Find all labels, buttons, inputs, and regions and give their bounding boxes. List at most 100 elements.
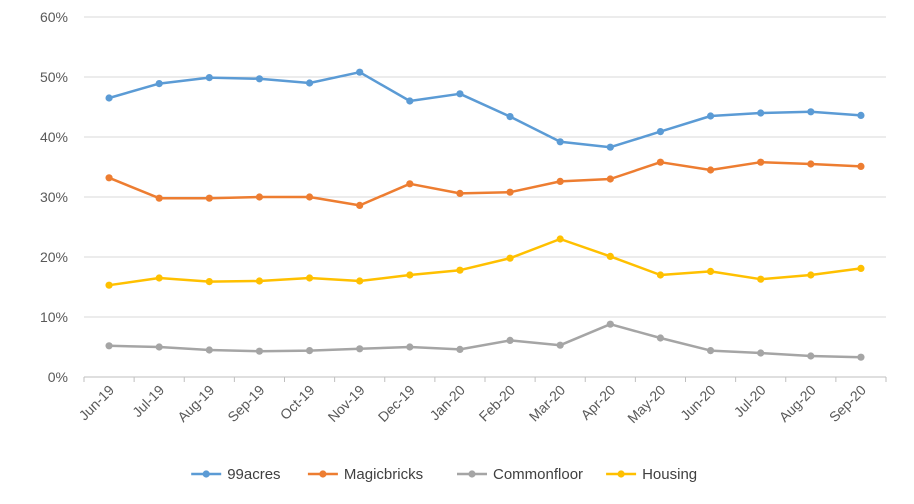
- legend: 99acres Magicbricks Commonfloor Housing: [191, 466, 697, 483]
- data-point: [807, 352, 815, 360]
- data-point: [556, 341, 564, 349]
- x-tick-label: Jun-19: [76, 382, 118, 424]
- data-point: [105, 281, 113, 289]
- y-tick-label: 0%: [48, 369, 68, 385]
- series-line: [108, 160, 861, 207]
- data-point: [305, 79, 314, 87]
- y-axis: 0% 10% 20% 30% 40% 50% 60%: [40, 9, 68, 385]
- data-point: [305, 193, 314, 201]
- data-point: [506, 254, 514, 262]
- data-point: [556, 138, 564, 146]
- x-tick-label: Aug-20: [776, 382, 819, 425]
- data-point: [305, 347, 314, 355]
- x-tick-label: Jul-20: [731, 382, 769, 420]
- legend-marker: [202, 470, 210, 478]
- legend-marker: [617, 470, 625, 478]
- x-tick-label: Sep-19: [224, 382, 267, 425]
- data-point: [205, 346, 213, 354]
- series-line: [109, 322, 861, 359]
- data-point: [857, 162, 865, 170]
- x-tick-label: Jun-20: [677, 382, 719, 424]
- data-point: [556, 235, 564, 243]
- x-tick-label: Jan-20: [426, 382, 468, 424]
- legend-item: Magicbricks: [307, 466, 423, 483]
- legend-marker: [468, 470, 476, 478]
- data-point: [656, 158, 665, 166]
- series-line: [108, 70, 861, 149]
- legend-marker: [319, 470, 327, 478]
- data-point: [155, 80, 163, 88]
- series-magicbricks: [105, 158, 865, 209]
- data-point: [406, 343, 414, 351]
- data-point: [406, 180, 414, 188]
- data-point: [656, 128, 665, 136]
- data-point: [656, 271, 665, 279]
- data-point: [255, 75, 264, 83]
- legend-item: Commonfloor: [457, 466, 583, 483]
- x-tick-label: Jul-19: [129, 382, 167, 420]
- data-point: [706, 166, 715, 174]
- data-point: [205, 194, 213, 202]
- data-point: [105, 174, 113, 182]
- series-housing: [105, 235, 865, 289]
- data-point: [606, 252, 614, 260]
- data-point: [406, 271, 414, 279]
- series-line: [108, 237, 862, 287]
- data-point: [757, 275, 765, 283]
- x-axis: Jun-19 Jul-19 Aug-19 Sep-19 Oct-19 Nov-19 Dec-…: [76, 377, 887, 426]
- series-99acres: [105, 68, 865, 151]
- data-point: [456, 266, 464, 274]
- data-point: [606, 175, 614, 183]
- data-point: [456, 345, 464, 353]
- data-point: [506, 188, 514, 196]
- legend-label: 99acres: [227, 466, 280, 483]
- data-point: [606, 143, 614, 151]
- y-tick-label: 50%: [40, 69, 68, 85]
- data-point: [606, 320, 614, 328]
- data-point: [205, 74, 213, 82]
- x-tick-label: Sep-20: [826, 382, 869, 425]
- data-point: [456, 90, 464, 98]
- data-point: [706, 347, 715, 355]
- x-tick-label: May-20: [624, 382, 668, 426]
- data-point: [807, 108, 815, 116]
- data-point: [757, 109, 765, 117]
- data-point: [155, 274, 163, 282]
- data-point: [857, 264, 865, 272]
- data-point: [105, 94, 113, 102]
- x-tick-label: Aug-19: [174, 382, 217, 425]
- data-point: [356, 68, 364, 76]
- data-point: [456, 189, 464, 197]
- data-point: [356, 201, 364, 209]
- data-point: [255, 277, 264, 285]
- y-tick-label: 60%: [40, 9, 68, 25]
- legend-label: Magicbricks: [344, 466, 423, 483]
- y-tick-label: 10%: [40, 309, 68, 325]
- data-point: [556, 177, 564, 185]
- data-point: [506, 113, 514, 121]
- x-tick-label: Mar-20: [526, 382, 569, 425]
- data-point: [807, 271, 815, 279]
- x-tick-label: Nov-19: [325, 382, 368, 425]
- data-point: [656, 334, 665, 342]
- y-tick-label: 20%: [40, 249, 68, 265]
- data-point: [506, 336, 514, 344]
- data-point: [706, 267, 715, 275]
- data-point: [305, 274, 314, 282]
- data-point: [356, 345, 364, 353]
- data-point: [406, 97, 414, 105]
- x-tick-label: Apr-20: [577, 382, 618, 423]
- data-point: [706, 112, 715, 120]
- x-tick-label: Dec-19: [375, 382, 418, 425]
- x-tick-label: Feb-20: [476, 382, 519, 425]
- series-commonfloor: [105, 320, 865, 361]
- data-point: [757, 158, 765, 166]
- data-point: [255, 193, 264, 201]
- x-tick-label: Oct-19: [277, 382, 318, 423]
- data-point: [205, 278, 213, 286]
- y-tick-label: 30%: [40, 189, 68, 205]
- data-point: [356, 277, 364, 285]
- data-point: [155, 194, 163, 202]
- data-point: [857, 111, 865, 119]
